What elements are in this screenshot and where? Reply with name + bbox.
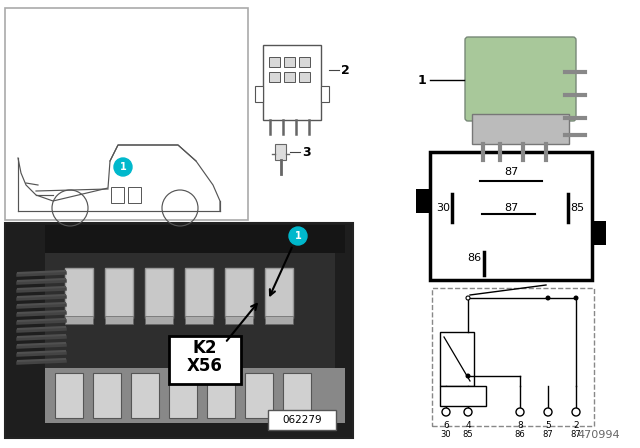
Text: 5: 5 — [545, 421, 551, 430]
Bar — [440, 332, 474, 386]
Text: 86: 86 — [467, 253, 481, 263]
Bar — [225, 268, 253, 318]
FancyBboxPatch shape — [465, 37, 576, 121]
Circle shape — [464, 408, 472, 416]
Bar — [255, 86, 263, 102]
Text: 8: 8 — [517, 421, 523, 430]
Circle shape — [516, 408, 524, 416]
Text: 30: 30 — [441, 430, 451, 439]
Circle shape — [572, 408, 580, 416]
Bar — [169, 373, 197, 418]
Bar — [416, 190, 430, 213]
Bar — [299, 72, 310, 82]
Text: 6: 6 — [443, 421, 449, 430]
Bar — [5, 8, 248, 220]
Text: 2: 2 — [341, 64, 349, 77]
Bar — [65, 268, 93, 318]
Bar — [245, 373, 273, 418]
Bar — [185, 316, 213, 324]
Circle shape — [289, 227, 307, 245]
Text: 87: 87 — [571, 430, 581, 439]
Bar — [263, 45, 321, 120]
Bar — [207, 373, 235, 418]
Bar — [284, 72, 295, 82]
Text: 87: 87 — [504, 203, 518, 213]
Bar — [185, 268, 213, 318]
Bar — [45, 225, 345, 253]
Bar — [321, 86, 329, 102]
Text: 85: 85 — [463, 430, 474, 439]
Bar — [93, 373, 121, 418]
Text: X56: X56 — [187, 357, 223, 375]
Circle shape — [466, 296, 470, 300]
Bar — [284, 57, 295, 67]
Bar — [265, 316, 293, 324]
Bar — [45, 238, 335, 368]
Text: 1: 1 — [417, 73, 426, 86]
Circle shape — [544, 408, 552, 416]
Text: 3: 3 — [302, 146, 310, 159]
Bar — [225, 316, 253, 324]
Bar — [265, 268, 293, 318]
Bar — [45, 368, 345, 423]
Text: 062279: 062279 — [282, 415, 322, 425]
Bar — [55, 373, 83, 418]
Bar — [430, 152, 592, 280]
Bar — [269, 57, 280, 67]
Circle shape — [114, 158, 132, 176]
Text: K2: K2 — [193, 339, 217, 357]
Text: 1: 1 — [294, 231, 301, 241]
Bar — [472, 114, 569, 144]
Circle shape — [545, 296, 550, 301]
Bar — [432, 288, 594, 426]
Bar — [169, 336, 241, 384]
Bar — [105, 316, 133, 324]
Text: 87: 87 — [504, 167, 518, 177]
Bar — [128, 187, 141, 203]
Circle shape — [465, 374, 470, 379]
Bar — [440, 386, 486, 406]
Bar — [592, 221, 606, 246]
Bar — [65, 316, 93, 324]
Text: 2: 2 — [573, 421, 579, 430]
Text: 87: 87 — [543, 430, 554, 439]
Bar — [299, 57, 310, 67]
Text: 4: 4 — [465, 421, 471, 430]
Text: 1: 1 — [120, 162, 126, 172]
Bar — [145, 316, 173, 324]
Circle shape — [442, 408, 450, 416]
Bar — [5, 223, 353, 438]
Circle shape — [573, 296, 579, 301]
Text: 85: 85 — [570, 203, 584, 213]
Text: 470994: 470994 — [577, 430, 620, 440]
Bar — [275, 144, 286, 160]
Bar — [131, 373, 159, 418]
Bar — [283, 373, 311, 418]
Bar — [269, 72, 280, 82]
Bar — [105, 268, 133, 318]
Text: 86: 86 — [515, 430, 525, 439]
Bar — [268, 410, 336, 430]
Text: 30: 30 — [436, 203, 450, 213]
Bar — [145, 268, 173, 318]
Bar — [111, 187, 124, 203]
